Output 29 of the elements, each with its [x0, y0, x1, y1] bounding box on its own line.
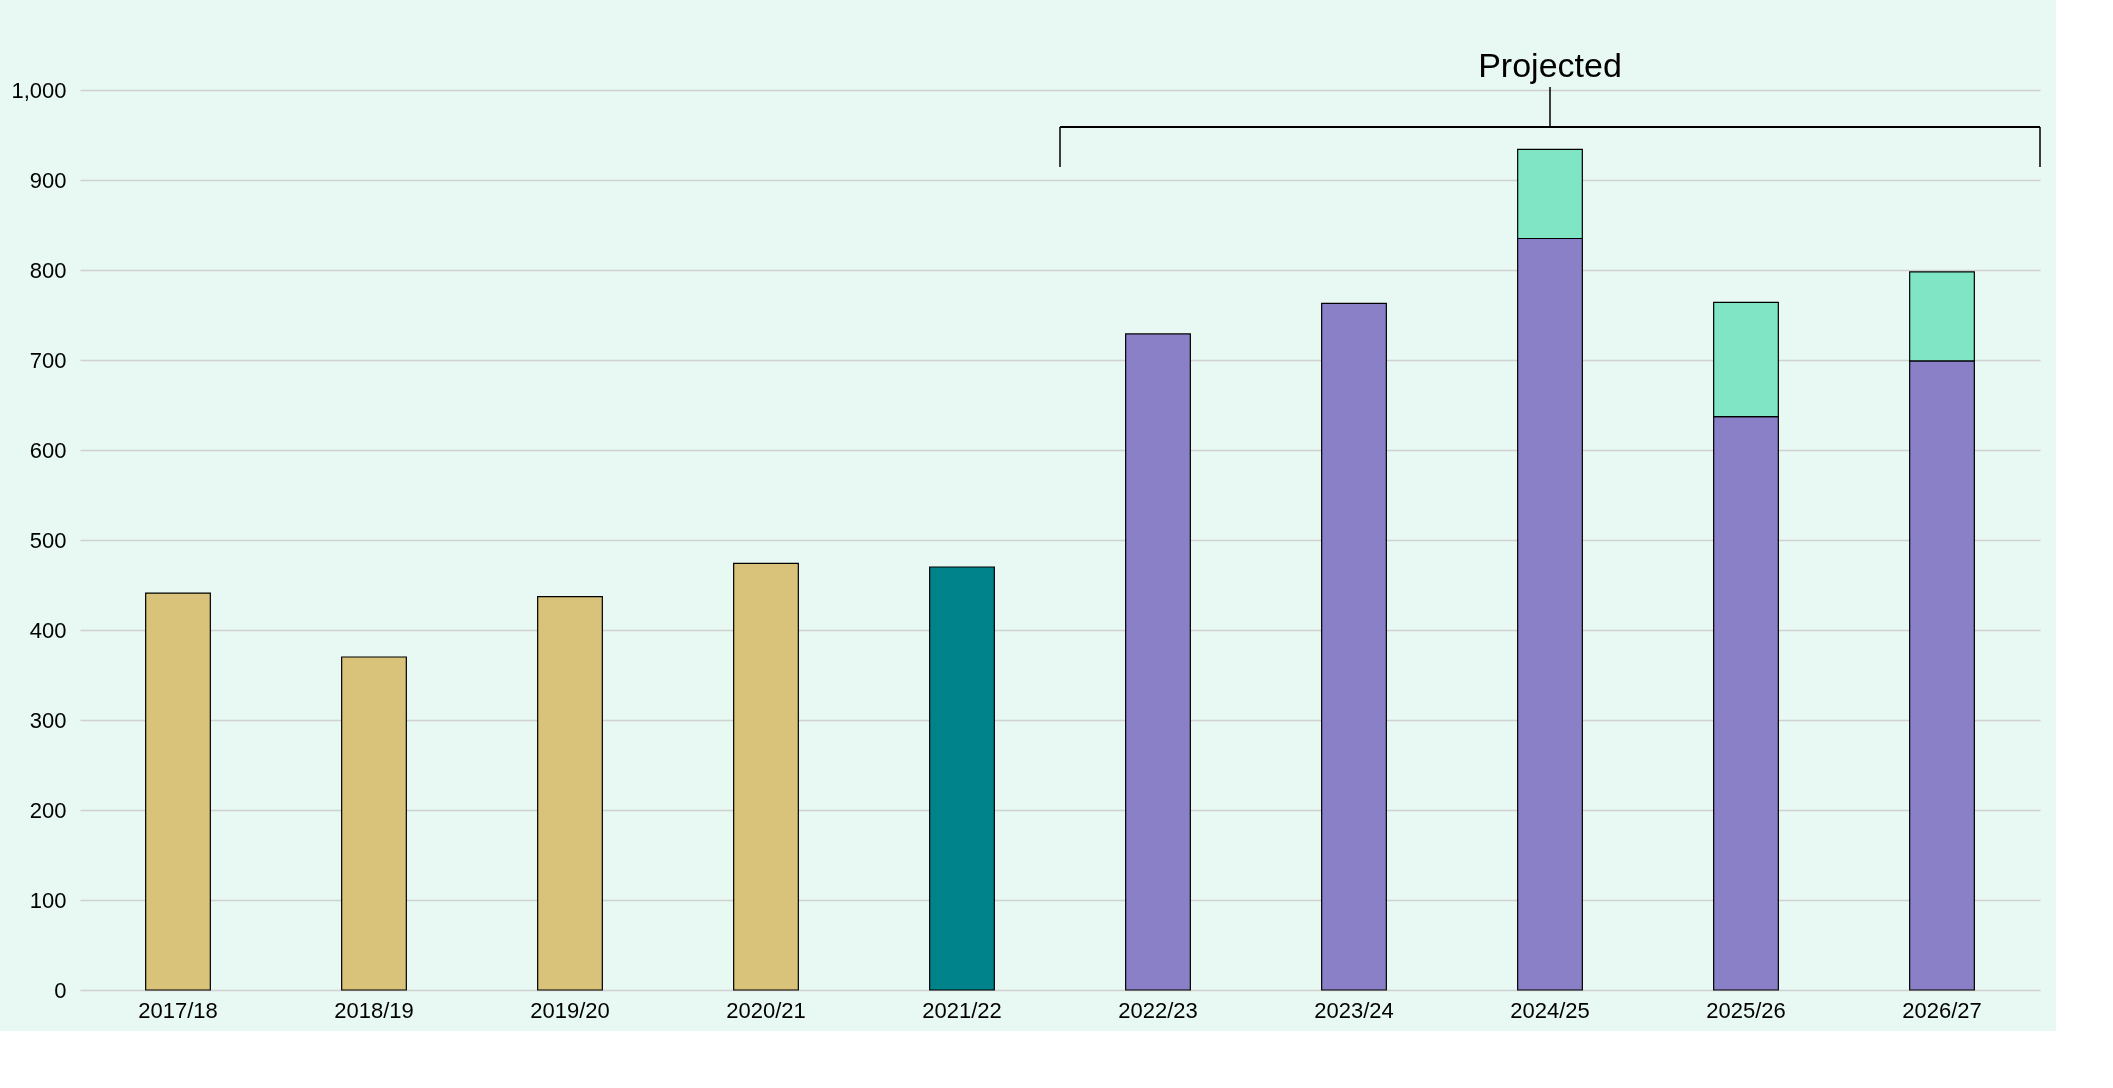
- bar: [341, 656, 407, 991]
- x-tick-label: 2022/23: [1118, 997, 1198, 1023]
- x-tick-label: 2020/21: [726, 997, 806, 1023]
- y-tick-label: 300: [29, 707, 67, 733]
- x-tick-label: 2018/19: [334, 997, 414, 1023]
- y-tick-label: 800: [29, 257, 67, 283]
- y-tick-label: 100: [29, 887, 67, 913]
- x-tick-label: 2026/27: [1902, 997, 1982, 1023]
- text: Projected: [1478, 46, 1622, 84]
- x-tick-label: 2017/18: [138, 997, 218, 1023]
- y-tick-label: 1,000: [11, 77, 67, 103]
- y-tick-label: 600: [29, 437, 67, 463]
- x-tick-label: 2019/20: [530, 997, 610, 1023]
- bar: [1125, 333, 1191, 991]
- x-tick-label: 2025/26: [1706, 997, 1786, 1023]
- y-tick-label: 900: [29, 167, 67, 193]
- x-tick-label: 2021/22: [922, 997, 1002, 1023]
- bar: [145, 592, 211, 991]
- y-tick-label: 400: [29, 617, 67, 643]
- y-tick-label: 700: [29, 347, 67, 373]
- bar: [929, 566, 995, 991]
- y-tick-label: 200: [29, 797, 67, 823]
- y-tick-label: 500: [29, 527, 67, 553]
- y-tick-label: 0: [54, 977, 67, 1003]
- bar: [733, 562, 799, 991]
- x-tick-label: 2024/25: [1510, 997, 1590, 1023]
- bar: [537, 596, 603, 991]
- bar: [1321, 302, 1387, 991]
- x-tick-label: 2023/24: [1314, 997, 1394, 1023]
